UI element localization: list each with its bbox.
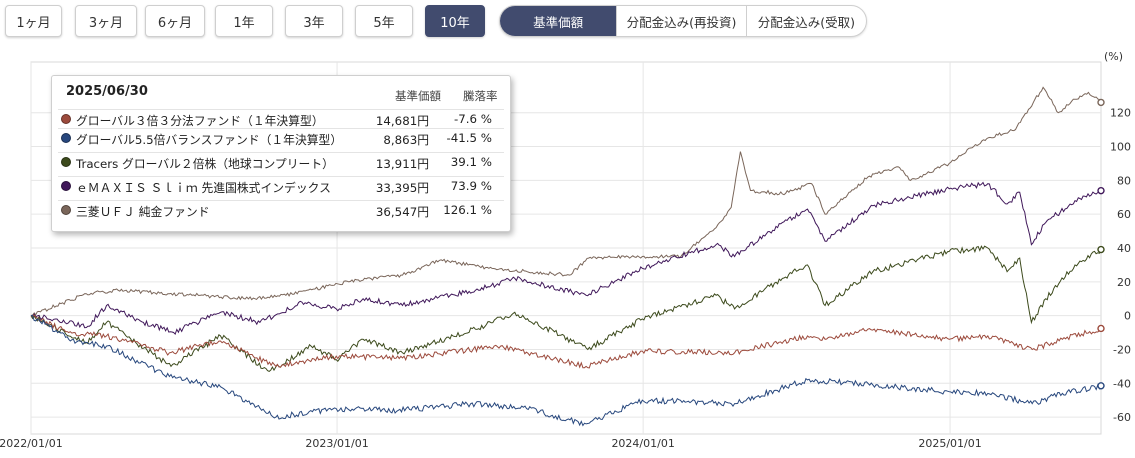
tooltip-fund-name: Tracers グローバル２倍株（地球コンプリート） bbox=[76, 157, 334, 171]
tooltip-fund-name: グローバル３倍３分法ファンド（１年決算型） bbox=[76, 114, 324, 128]
tooltip-fund-pct: 73.9 % bbox=[450, 179, 492, 193]
series-end-point bbox=[1097, 98, 1105, 107]
y-tick-label: 20 bbox=[1117, 276, 1131, 289]
period-tab-5y[interactable]: 5年 bbox=[355, 5, 413, 37]
series-line bbox=[30, 314, 1102, 369]
y-tick-label: 120 bbox=[1110, 107, 1131, 120]
tooltip-fund-pct: 39.1 % bbox=[450, 155, 492, 169]
tooltip-row: ｅＭＡＸＩＳ Ｓｌｉｍ 先進国株式インデックス 33,395円 73.9 % bbox=[58, 176, 504, 196]
tooltip-fund-price: 13,911円 bbox=[375, 157, 429, 171]
period-tab-6m[interactable]: 6ヶ月 bbox=[145, 5, 205, 37]
series-color-dot-icon bbox=[61, 181, 71, 191]
y-tick-label: 60 bbox=[1117, 208, 1131, 221]
x-tick-label: 2023/01/01 bbox=[305, 437, 368, 450]
tooltip-fund-pct: 126.1 % bbox=[443, 203, 492, 217]
tooltip-fund-name: グローバル5.5倍バランスファンド（１年決算型） bbox=[76, 133, 343, 147]
y-axis: -60 -40 -20 0 20 40 60 80 100 120 bbox=[1110, 107, 1131, 424]
tooltip-fund-pct: -7.6 % bbox=[454, 112, 492, 126]
x-tick-label: 2025/01/01 bbox=[918, 437, 981, 450]
period-tab-1m[interactable]: 1ヶ月 bbox=[5, 5, 62, 37]
y-tick-label: 40 bbox=[1117, 242, 1131, 255]
series-line bbox=[30, 245, 1102, 372]
series-end-point bbox=[1097, 245, 1105, 254]
mode-tab-reinvest[interactable]: 分配金込み(再投資) bbox=[616, 6, 745, 36]
y-tick-label: 80 bbox=[1117, 174, 1131, 187]
y-tick-label: -40 bbox=[1113, 377, 1131, 390]
tooltip-row: グローバル5.5倍バランスファンド（１年決算型） 8,863円 -41.5 % bbox=[58, 128, 504, 148]
x-tick-label: 2024/01/01 bbox=[611, 437, 674, 450]
tooltip-col-price: 基準価額 bbox=[395, 89, 441, 103]
mode-tab-receive[interactable]: 分配金込み(受取) bbox=[745, 6, 866, 36]
hover-tooltip: 2025/06/30 基準価額 騰落率 グローバル３倍３分法ファンド（１年決算型… bbox=[51, 75, 511, 232]
tooltip-fund-price: 8,863円 bbox=[383, 133, 429, 147]
tooltip-col-pct: 騰落率 bbox=[463, 89, 498, 103]
period-tab-1y[interactable]: 1年 bbox=[215, 5, 273, 37]
grid-lines bbox=[30, 62, 1101, 434]
y-tick-label: -20 bbox=[1113, 343, 1131, 356]
tooltip-row: Tracers グローバル２倍株（地球コンプリート） 13,911円 39.1 … bbox=[58, 152, 504, 172]
tooltip-fund-name: 三菱ＵＦＪ 純金ファンド bbox=[76, 205, 210, 219]
series-end-point bbox=[1097, 382, 1105, 390]
series-end-point bbox=[1097, 324, 1105, 333]
tooltip-date: 2025/06/30 bbox=[66, 84, 148, 99]
tooltip-fund-name: ｅＭＡＸＩＳ Ｓｌｉｍ 先進国株式インデックス bbox=[76, 181, 331, 195]
x-axis: 2022/01/01 2023/01/01 2024/01/01 2025/01/01 bbox=[0, 437, 982, 450]
series-color-dot-icon bbox=[61, 205, 71, 215]
series-color-dot-icon bbox=[61, 157, 71, 167]
series-color-dot-icon bbox=[61, 114, 71, 124]
tooltip-fund-price: 33,395円 bbox=[375, 181, 429, 195]
y-tick-label: 100 bbox=[1110, 141, 1131, 154]
series-end-point bbox=[1097, 186, 1105, 195]
x-tick-label: 2022/01/01 bbox=[0, 437, 63, 450]
series-line bbox=[30, 181, 1102, 336]
mode-tab-base-price[interactable]: 基準価額 bbox=[500, 6, 617, 36]
period-tab-3m[interactable]: 3ヶ月 bbox=[75, 5, 137, 37]
tooltip-row: グローバル３倍３分法ファンド（１年決算型） 14,681円 -7.6 % bbox=[58, 109, 504, 129]
series-line bbox=[31, 315, 1102, 427]
price-mode-toggle: 基準価額 分配金込み(再投資) 分配金込み(受取) bbox=[499, 5, 867, 37]
period-tab-3y[interactable]: 3年 bbox=[285, 5, 343, 37]
y-axis-unit-label: (%) bbox=[1104, 50, 1123, 63]
tooltip-fund-pct: -41.5 % bbox=[446, 131, 492, 145]
tooltip-row: 三菱ＵＦＪ 純金ファンド 36,547円 126.1 % bbox=[58, 200, 504, 220]
series-line bbox=[30, 86, 1102, 317]
series-color-dot-icon bbox=[61, 133, 71, 143]
tooltip-fund-price: 14,681円 bbox=[375, 114, 429, 128]
y-tick-label: 0 bbox=[1124, 310, 1131, 323]
period-tab-10y[interactable]: 10年 bbox=[425, 5, 485, 37]
series-lines bbox=[30, 86, 1105, 427]
tooltip-fund-price: 36,547円 bbox=[375, 205, 429, 219]
y-tick-label: -60 bbox=[1113, 411, 1131, 424]
